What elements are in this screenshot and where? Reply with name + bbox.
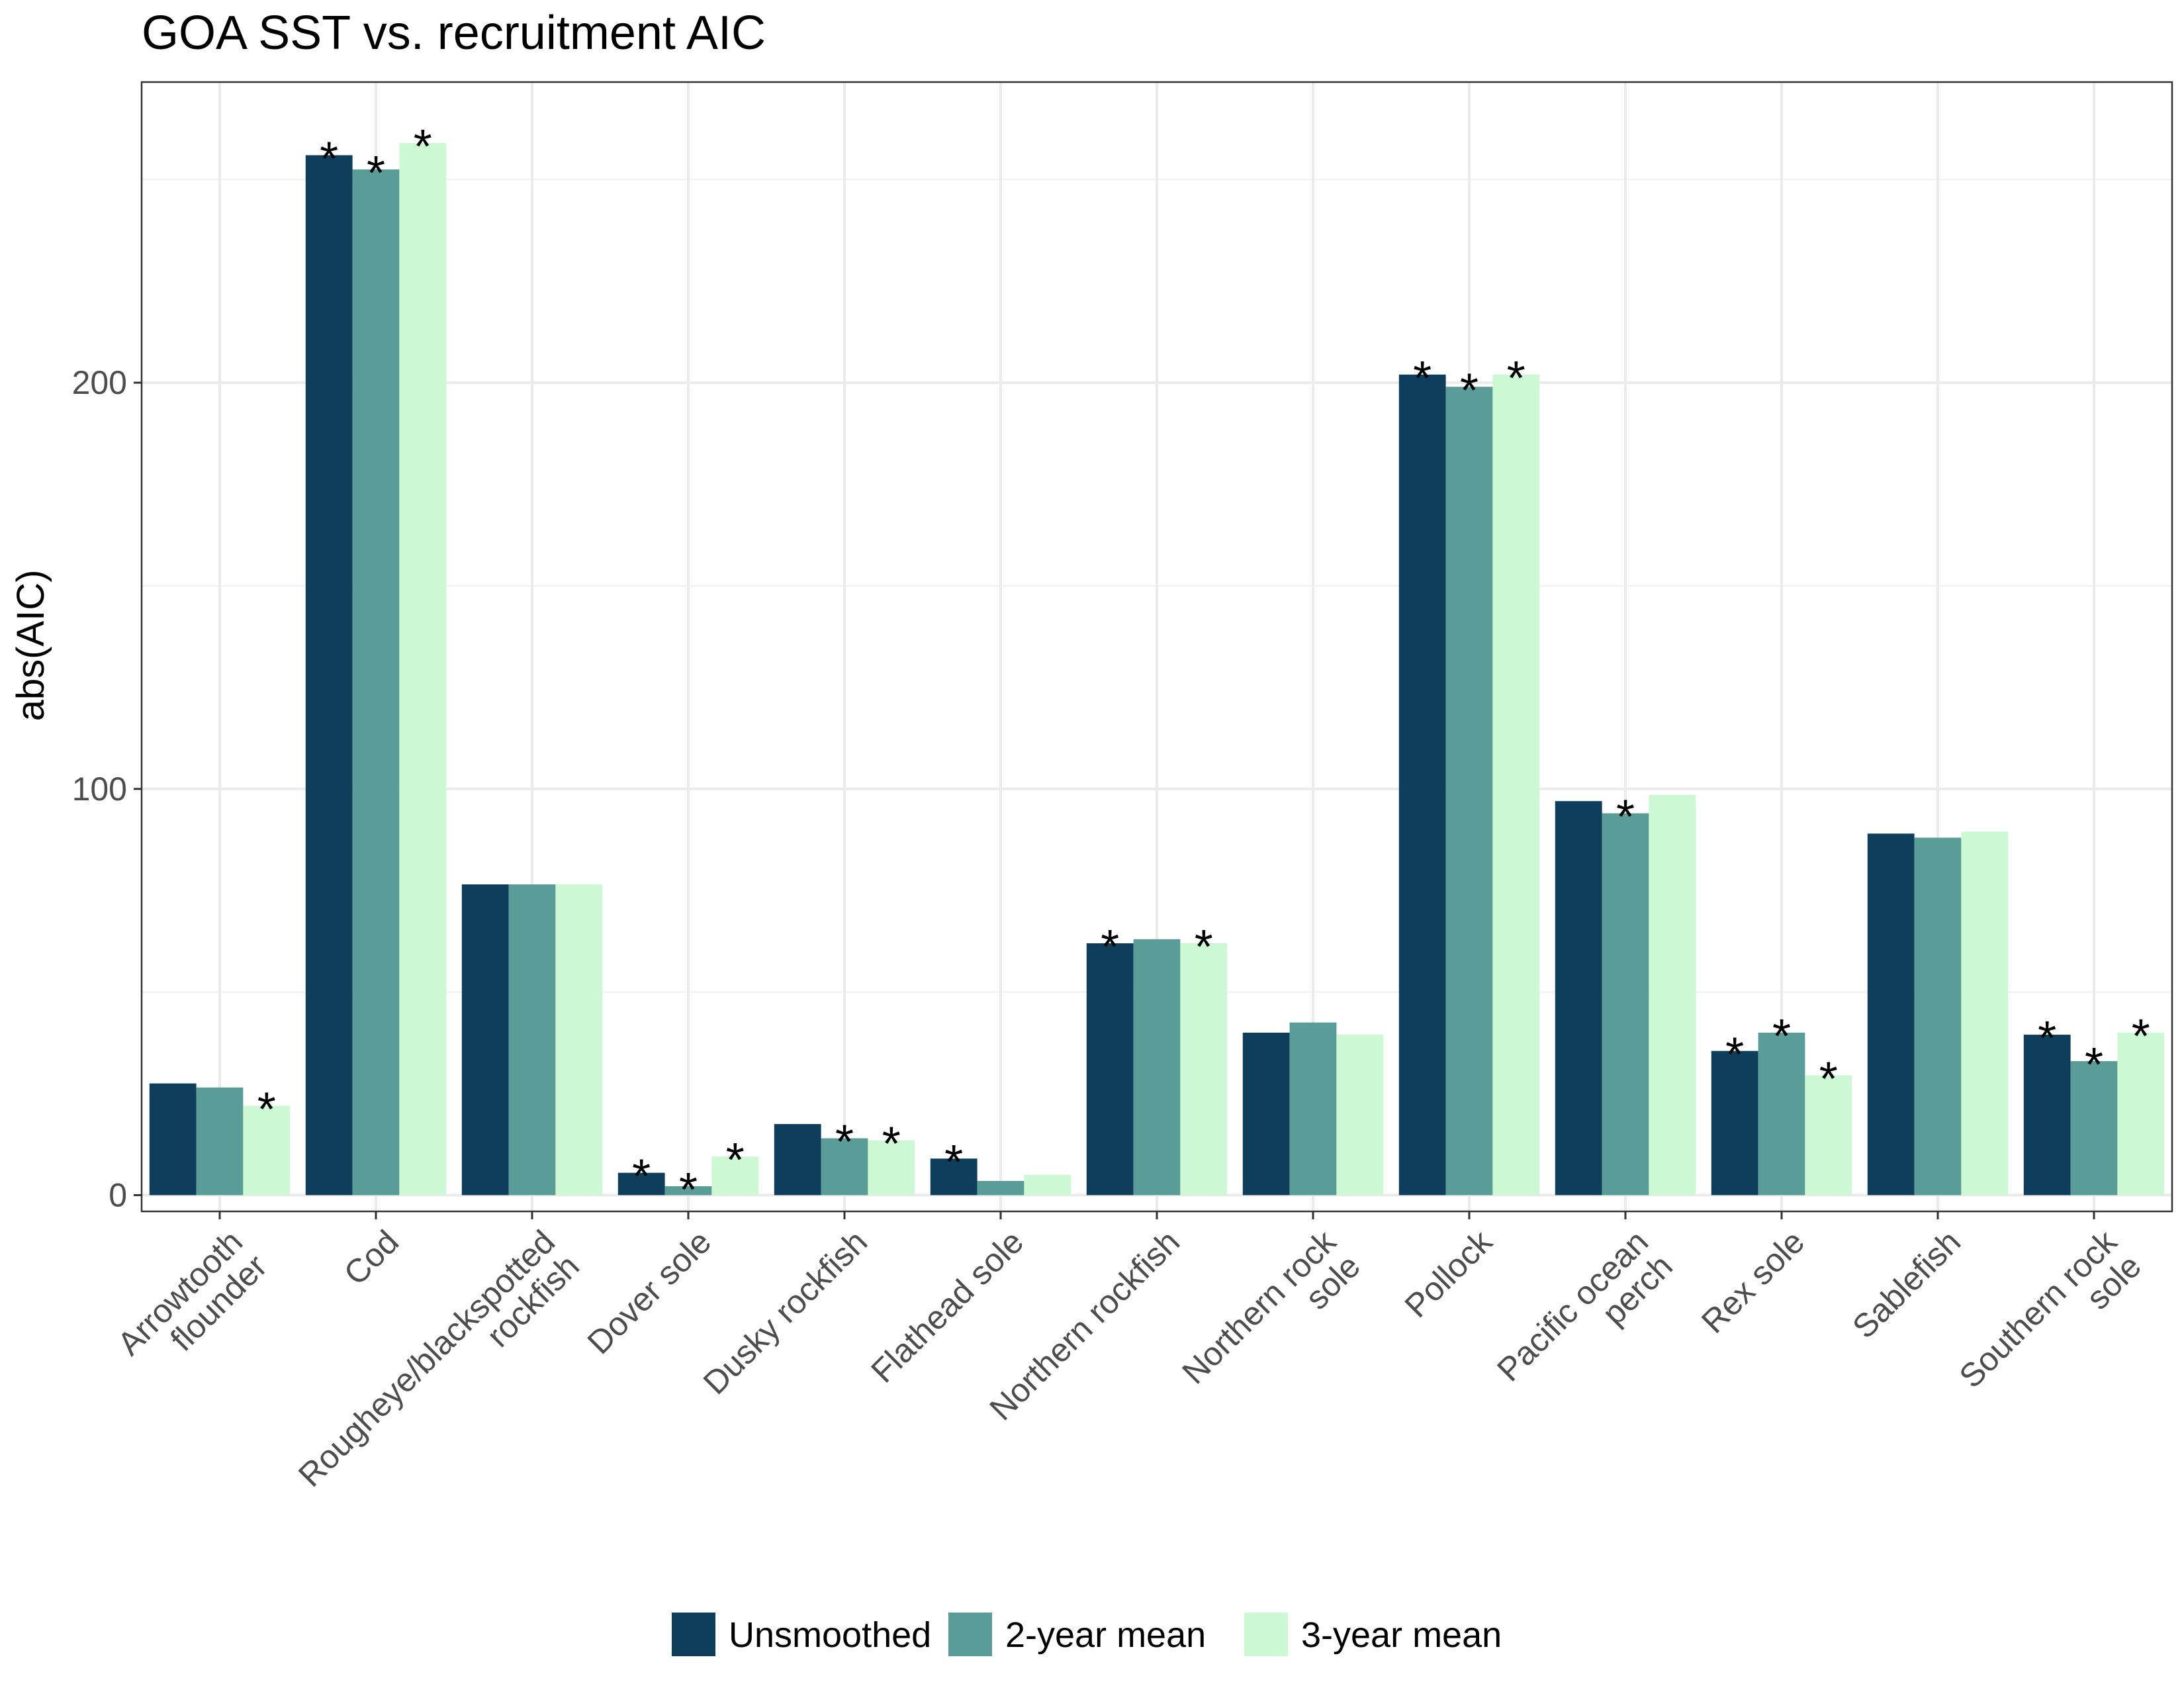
legend-label: 3-year mean <box>1301 1615 1502 1655</box>
significance-marker: * <box>1413 352 1432 405</box>
bar <box>1242 1032 1290 1196</box>
x-tick-label-line: Dover sole <box>580 1223 719 1362</box>
x-tick-label: Southern rocksole <box>1952 1223 2149 1419</box>
bar <box>2070 1060 2118 1196</box>
significance-marker: * <box>1195 921 1213 974</box>
bar <box>930 1158 978 1196</box>
bar <box>1289 1022 1337 1196</box>
bar <box>243 1105 291 1196</box>
bar <box>774 1124 821 1196</box>
legend-key <box>1244 1613 1288 1656</box>
bar <box>617 1172 665 1196</box>
x-tick-label: Rex sole <box>1694 1223 1811 1340</box>
bar <box>1914 837 1962 1196</box>
x-tick-label: Arrowtoothflounder <box>111 1223 274 1387</box>
significance-marker: * <box>1507 352 1525 405</box>
x-tick-label: Cod <box>337 1223 406 1292</box>
bar <box>461 884 509 1196</box>
x-tick-label: Pollock <box>1398 1223 1500 1325</box>
significance-marker: * <box>367 147 385 200</box>
bar <box>2117 1032 2165 1196</box>
significance-marker: * <box>257 1083 276 1136</box>
y-tick-label: 200 <box>72 364 127 401</box>
legend-key <box>948 1613 992 1656</box>
bar <box>352 169 400 1196</box>
bar <box>1398 374 1446 1196</box>
significance-marker: * <box>1460 364 1479 417</box>
x-tick-label-line: Cod <box>337 1223 406 1292</box>
bar <box>1711 1051 1758 1196</box>
bar <box>1086 943 1134 1196</box>
bar <box>1602 813 1649 1196</box>
x-tick-label-line: Rex sole <box>1694 1223 1811 1340</box>
bar <box>508 884 556 1196</box>
bar <box>821 1138 868 1196</box>
legend: Unsmoothed 2-year mean 3-year mean <box>672 1613 1502 1656</box>
bar <box>1867 833 1915 1196</box>
significance-marker: * <box>1101 921 1119 974</box>
significance-marker: * <box>632 1150 651 1203</box>
x-tick-label: Flathead sole <box>864 1223 1030 1390</box>
significance-marker: * <box>1819 1053 1838 1105</box>
x-tick-label: Pacific oceanperch <box>1490 1223 1680 1413</box>
significance-marker: * <box>2132 1010 2150 1063</box>
significance-marker: * <box>944 1136 963 1189</box>
x-tick-label: Dover sole <box>580 1223 719 1362</box>
x-tick-label-line: Pollock <box>1398 1223 1500 1325</box>
significance-marker: * <box>835 1116 854 1169</box>
significance-marker: * <box>2085 1039 2103 1092</box>
bar <box>1649 794 1696 1196</box>
significance-marker: * <box>1725 1029 1744 1082</box>
x-tick-label-line: Flathead sole <box>864 1223 1030 1390</box>
bar <box>1024 1174 1071 1196</box>
bar <box>1758 1032 1805 1196</box>
bar <box>664 1186 712 1196</box>
bar <box>1133 939 1181 1196</box>
bar <box>868 1140 915 1196</box>
legend-label: 2-year mean <box>1005 1615 1206 1655</box>
bar <box>1445 387 1493 1196</box>
x-tick-label: Dusky rockfish <box>696 1223 874 1401</box>
bar <box>1492 374 1540 1196</box>
significance-marker: * <box>414 120 432 173</box>
bar <box>1805 1075 1852 1196</box>
bar <box>555 884 603 1196</box>
significance-marker: * <box>726 1134 745 1187</box>
significance-marker: * <box>882 1118 901 1171</box>
significance-marker: * <box>320 132 338 185</box>
bar <box>149 1083 197 1196</box>
bar <box>399 143 447 1196</box>
significance-marker: * <box>1772 1010 1791 1063</box>
chart-title: GOA SST vs. recruitment AIC <box>142 7 766 60</box>
x-tick-label: Sablefish <box>1845 1223 1968 1346</box>
x-tick-label-line: Rougheye/blackspotted <box>291 1223 562 1494</box>
x-tick-label-line: Sablefish <box>1845 1223 1968 1346</box>
bar <box>1555 801 1602 1196</box>
y-tick-label: 0 <box>109 1176 127 1213</box>
y-tick-label: 100 <box>72 771 127 808</box>
x-tick-label: Northern rocksole <box>1175 1223 1367 1415</box>
x-tick-label-line: Dusky rockfish <box>696 1223 874 1401</box>
plot-area: * * * * * * * * * * * * * * * * * * * * * * 0 100 200 Arrowtoothf… <box>72 81 2173 1519</box>
significance-marker: * <box>679 1164 698 1217</box>
bar <box>977 1180 1024 1196</box>
significance-marker: * <box>2038 1012 2056 1065</box>
bar <box>711 1156 759 1196</box>
bar <box>305 155 353 1196</box>
y-axis-label: abs(AIC) <box>9 570 52 722</box>
bar <box>1180 943 1228 1196</box>
x-tick-label: Rougheye/blackspottedrockfish <box>291 1223 586 1519</box>
significance-marker: * <box>1616 791 1635 844</box>
bar <box>2023 1035 2071 1196</box>
legend-key <box>672 1613 715 1656</box>
legend-label: Unsmoothed <box>729 1615 931 1655</box>
bar <box>196 1087 244 1196</box>
bar <box>1961 831 2009 1196</box>
bar <box>1336 1035 1384 1196</box>
